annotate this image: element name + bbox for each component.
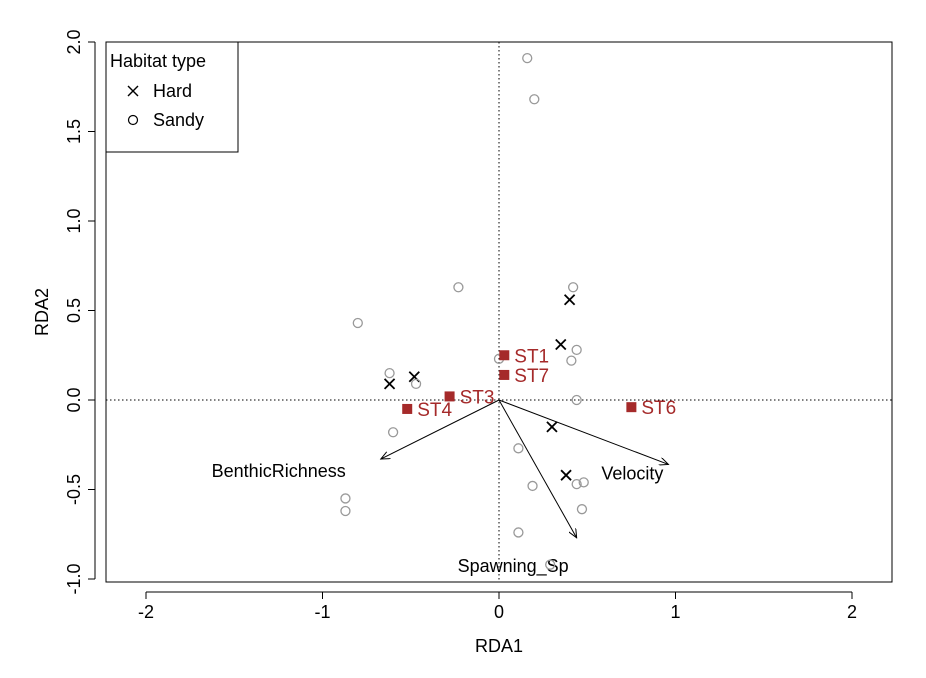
point-sandy <box>522 52 533 64</box>
vector-label-spawning-sp: Spawning_Sp <box>458 556 569 577</box>
point-sandy <box>352 317 363 329</box>
cross-stroke <box>563 294 576 306</box>
point-sandy <box>571 478 582 490</box>
point-sandy <box>453 282 464 293</box>
legend-entries: Hard Sandy <box>127 81 204 130</box>
y-axis-label: RDA2 <box>32 288 52 336</box>
point-sandy <box>578 477 589 488</box>
cross-stroke <box>555 338 567 351</box>
site-label-st6: ST6 <box>641 398 676 419</box>
y-tick-label: -0.5 <box>64 474 84 505</box>
point-sandy <box>576 504 588 515</box>
vector-arrow-spawning-sp <box>498 399 577 538</box>
point-sandy <box>513 443 524 454</box>
point-sandy <box>566 355 577 366</box>
legend-marker-sandy <box>127 114 139 126</box>
cross-stroke <box>383 378 396 390</box>
x-axis-label: RDA1 <box>475 636 523 656</box>
point-sandy <box>513 527 524 538</box>
vector-label-benthicrichness: BenthicRichness <box>212 461 346 481</box>
legend-box <box>105 41 239 153</box>
x-tick-label: 2 <box>847 602 857 622</box>
point-sandy <box>340 505 351 517</box>
point-sandy <box>571 344 582 356</box>
site-label-st3: ST3 <box>460 387 495 408</box>
vector-label-velocity: Velocity <box>601 463 663 483</box>
y-tick-label: 2.0 <box>64 29 84 54</box>
cross-stroke <box>127 85 139 97</box>
site-label-st1: ST1 <box>514 346 549 367</box>
point-sandy <box>567 282 579 293</box>
y-tick-label: 0.0 <box>64 387 84 412</box>
cross-stroke <box>560 469 572 481</box>
cross-stroke <box>546 421 558 433</box>
point-sandy <box>527 480 538 492</box>
x-tick-label: 0 <box>494 602 504 622</box>
point-hard <box>563 294 576 306</box>
legend-label-hard: Hard <box>153 81 192 101</box>
point-hard <box>560 469 572 481</box>
point-sandy <box>410 378 422 390</box>
y-tick-label: 1.5 <box>64 119 84 144</box>
site-label-st4: ST4 <box>417 400 452 421</box>
point-sandy <box>571 394 582 406</box>
legend-marker-hard <box>127 85 139 97</box>
x-tick-label: 1 <box>670 602 680 622</box>
y-tick-label: 0.5 <box>64 298 84 323</box>
point-sandy <box>387 427 399 438</box>
y-axis: -1.0 -0.5 0.0 0.5 1.0 1.5 2.0 <box>64 29 96 595</box>
point-hard <box>546 421 558 433</box>
y-tick-label: 1.0 <box>64 208 84 233</box>
point-sandy <box>384 367 395 379</box>
legend-label-sandy: Sandy <box>153 110 204 130</box>
legend: Habitat type Hard Sandy <box>105 41 239 153</box>
point-sandy <box>340 493 351 504</box>
site-marker-st1 <box>499 350 510 361</box>
site-marker-st7 <box>499 369 510 380</box>
data-points <box>340 52 589 570</box>
point-hard <box>383 378 396 390</box>
x-tick-label: -1 <box>314 602 330 622</box>
site-marker-st3 <box>444 391 455 402</box>
point-hard <box>555 338 567 351</box>
point-sandy <box>545 559 556 570</box>
site-marker-st6 <box>626 402 637 413</box>
x-axis: -2 -1 0 1 2 <box>138 591 857 622</box>
y-tick-label: -1.0 <box>64 563 84 594</box>
legend-title: Habitat type <box>110 51 206 71</box>
point-sandy <box>529 94 540 105</box>
site-marker-st4 <box>402 403 413 414</box>
site-label-st7: ST7 <box>514 366 549 387</box>
x-tick-label: -2 <box>138 602 154 622</box>
vector-arrow-velocity <box>498 399 668 464</box>
vector-arrows: BenthicRichness Spawning_Sp Velocity <box>212 399 669 577</box>
vector-arrow-benthicrichness <box>381 399 500 459</box>
cross-stroke <box>408 371 420 383</box>
